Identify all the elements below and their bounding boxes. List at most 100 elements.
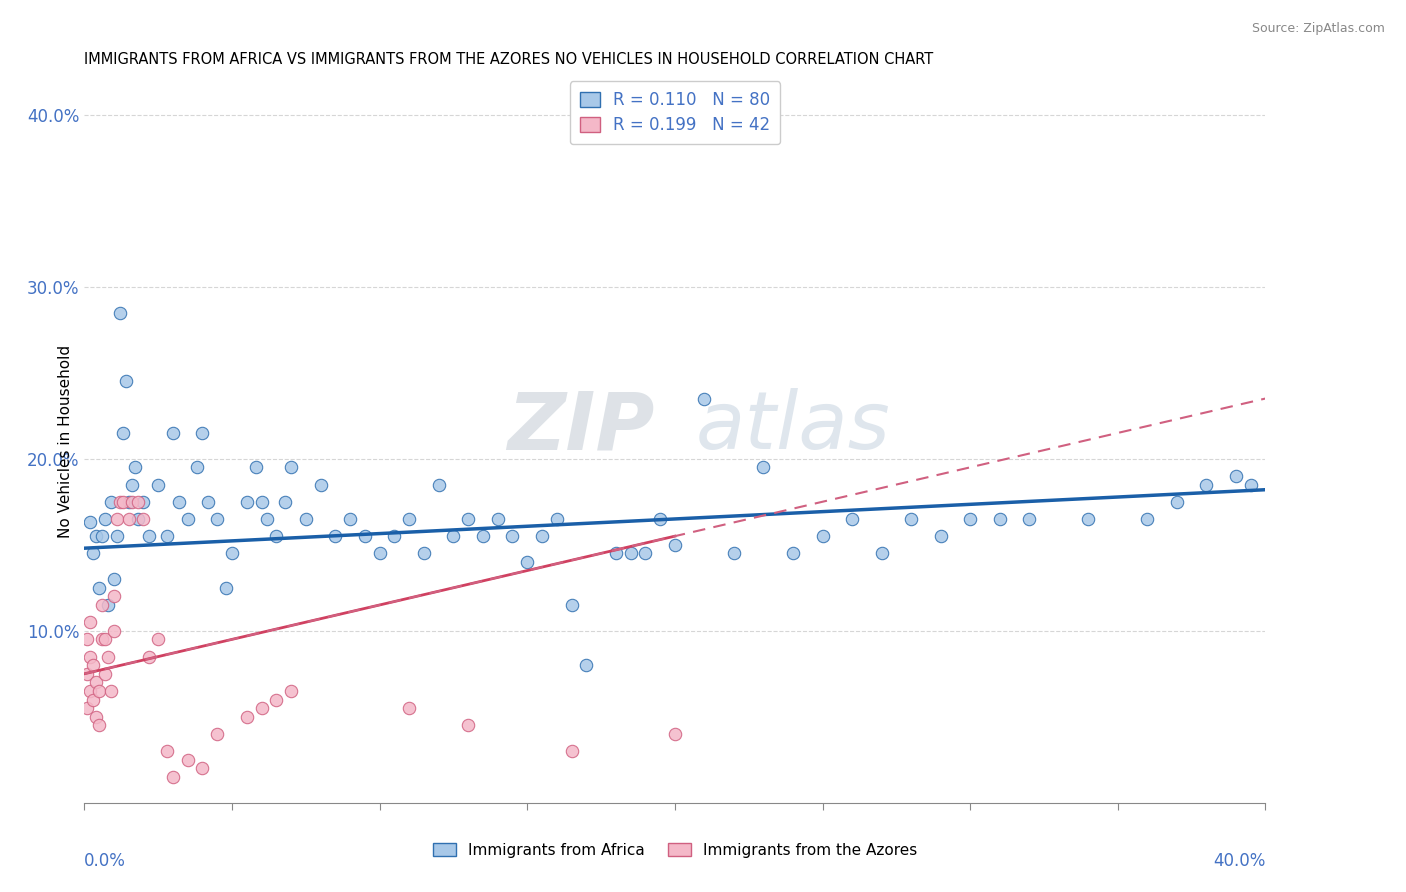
Point [91,529,114,543]
Point [207,727,229,741]
Point [97,649,120,664]
Point [1136,512,1159,526]
Point [127,494,149,508]
Point [398,701,420,715]
Point [274,494,297,508]
Point [295,512,318,526]
Point [280,684,302,698]
Point [561,744,583,758]
Point [91,632,114,647]
Point [870,546,893,560]
Point [118,512,141,526]
Point [148,632,170,647]
Point [546,512,568,526]
Point [87,684,111,698]
Point [634,546,657,560]
Point [162,425,184,440]
Point [84,675,107,690]
Point [472,529,495,543]
Point [91,598,114,612]
Point [79,516,101,530]
Point [87,718,111,732]
Point [79,684,101,698]
Point [325,529,347,543]
Point [811,529,834,543]
Point [87,581,111,595]
Point [156,529,179,543]
Point [94,632,117,647]
Text: atlas: atlas [696,388,890,467]
Point [103,590,125,604]
Point [132,512,155,526]
Point [186,460,208,475]
Point [156,744,179,758]
Point [207,512,229,526]
Text: 40.0%: 40.0% [1213,852,1265,870]
Point [236,494,259,508]
Point [127,512,149,526]
Point [309,477,332,491]
Point [132,494,155,508]
Point [1195,477,1218,491]
Point [266,692,288,706]
Point [191,761,214,775]
Point [354,529,377,543]
Text: ZIP: ZIP [506,388,654,467]
Point [148,477,170,491]
Point [167,494,190,508]
Point [82,658,104,673]
Point [236,710,259,724]
Point [486,512,509,526]
Point [103,624,125,638]
Point [413,546,436,560]
Point [138,529,160,543]
Point [1240,477,1263,491]
Point [368,546,391,560]
Point [531,529,554,543]
Point [177,512,200,526]
Point [1018,512,1040,526]
Point [118,494,141,508]
Point [782,546,804,560]
Point [561,598,583,612]
Point [900,512,922,526]
Point [339,512,361,526]
Point [664,538,686,552]
Point [108,305,131,319]
Point [121,494,143,508]
Point [266,529,288,543]
Point [1225,469,1247,483]
Point [76,666,98,681]
Point [575,658,598,673]
Point [79,615,101,630]
Point [191,425,214,440]
Point [76,632,98,647]
Point [124,460,146,475]
Point [100,494,122,508]
Point [516,555,538,569]
Point [105,512,128,526]
Y-axis label: No Vehicles in Household: No Vehicles in Household [58,345,73,538]
Point [111,494,134,508]
Point [664,727,686,741]
Point [105,529,128,543]
Point [97,598,120,612]
Point [82,546,104,560]
Point [245,460,267,475]
Point [457,718,479,732]
Point [605,546,627,560]
Point [250,494,273,508]
Point [443,529,465,543]
Point [723,546,745,560]
Point [929,529,952,543]
Point [94,666,117,681]
Point [94,512,117,526]
Point [111,425,134,440]
Point [197,494,219,508]
Point [752,460,775,475]
Point [427,477,450,491]
Point [1077,512,1099,526]
Point [398,512,420,526]
Point [382,529,406,543]
Point [121,477,143,491]
